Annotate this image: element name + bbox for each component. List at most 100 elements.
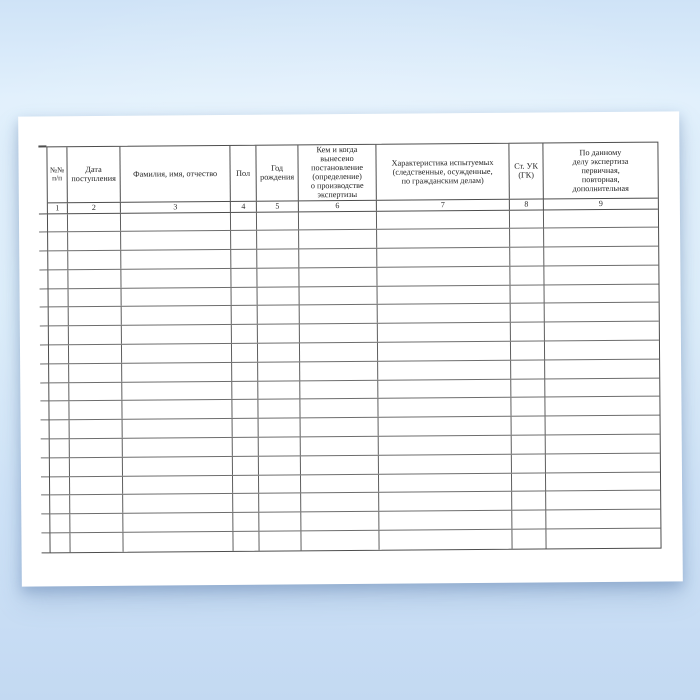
body-cell (546, 491, 660, 510)
body-cell (122, 437, 233, 457)
body-cell (379, 510, 513, 530)
body-cell (68, 250, 122, 270)
body-cell (232, 437, 259, 456)
body-cell (258, 399, 301, 418)
body-cell (67, 213, 122, 232)
body-cell (259, 512, 302, 531)
body-cell (545, 359, 659, 378)
body-cell (512, 510, 547, 529)
body-cell (232, 418, 259, 437)
body-cell (233, 531, 260, 551)
body-cell (231, 325, 258, 344)
column-number: 5 (256, 200, 299, 212)
body-cell (301, 512, 380, 531)
body-cell (256, 211, 300, 231)
body-cell (299, 248, 378, 268)
body-cell (257, 230, 300, 249)
body-cell (257, 249, 300, 268)
column-header-name: Фамилия, имя, отчество (120, 145, 231, 202)
body-cell (511, 379, 546, 398)
body-cell (511, 454, 546, 473)
body-cell (121, 306, 232, 326)
body-row (50, 529, 660, 553)
column-header-article: Ст. УК (ГК) (509, 143, 544, 199)
body-cell (377, 323, 511, 342)
body-cell (258, 362, 301, 381)
body-cell (231, 231, 258, 250)
column-number: 9 (598, 199, 603, 209)
body-cell (233, 494, 260, 513)
body-cell (48, 232, 69, 251)
body-cell (122, 362, 233, 382)
body-cell (511, 416, 546, 435)
body-cell (70, 495, 124, 514)
body-cell (300, 399, 379, 418)
column-number: 1 (47, 202, 68, 213)
body-cell (378, 417, 512, 436)
body-cell (49, 364, 70, 383)
column-number: 8 (509, 198, 544, 210)
body-cell (49, 439, 70, 458)
body-cell (378, 473, 513, 493)
body-cell (300, 455, 379, 475)
body-cell (377, 285, 511, 305)
body-cell (231, 268, 258, 287)
body-cell (545, 322, 659, 341)
body-cell (510, 303, 545, 323)
body-cell (69, 438, 123, 458)
body-cell (48, 288, 69, 307)
body-cell (257, 268, 300, 287)
body-cell (378, 360, 512, 380)
table-body (47, 209, 661, 553)
body-cell (68, 269, 122, 288)
body-cell (48, 307, 69, 326)
body-cell (50, 533, 71, 553)
table-header-row: №№ п/п Дата поступления Фамилия, имя, от… (47, 142, 658, 203)
body-cell (300, 436, 379, 456)
column-number: 3 (120, 201, 231, 213)
body-cell (233, 512, 260, 531)
body-cell (511, 435, 546, 454)
column-header-sex: Пол (230, 145, 257, 201)
body-cell (545, 303, 659, 322)
body-cell (257, 324, 300, 343)
body-cell (70, 514, 124, 533)
body-cell (300, 380, 379, 399)
body-cell (511, 397, 546, 417)
body-cell (70, 532, 124, 553)
body-cell (47, 213, 69, 232)
body-cell (258, 418, 301, 437)
body-cell (48, 270, 69, 289)
body-cell (49, 458, 70, 477)
body-cell (299, 230, 378, 249)
body-cell (377, 341, 512, 361)
body-cell (544, 209, 658, 228)
body-cell (509, 209, 545, 229)
body-cell (299, 267, 378, 287)
body-cell (544, 265, 658, 284)
body-cell (510, 228, 545, 247)
body-cell (49, 476, 71, 495)
column-header-decree: Кем и когда вынесено постановление (опре… (298, 144, 377, 200)
body-cell (510, 266, 545, 285)
column-number: 4 (230, 201, 257, 212)
body-cell (259, 531, 302, 551)
body-cell (378, 398, 512, 418)
body-cell (69, 457, 123, 476)
body-cell (122, 456, 233, 476)
body-cell (69, 382, 123, 401)
body-cell (121, 250, 232, 269)
body-cell (121, 287, 232, 307)
body-cell (68, 307, 122, 326)
column-number: 2 (67, 202, 121, 213)
body-cell (377, 304, 511, 324)
column-header-number: №№ п/п (47, 147, 68, 202)
body-cell (259, 493, 302, 512)
body-cell (122, 475, 234, 495)
body-cell (123, 494, 234, 514)
body-cell (49, 401, 70, 420)
body-cell (258, 381, 301, 400)
body-cell (232, 475, 260, 494)
body-cell (257, 287, 300, 306)
body-cell (299, 286, 378, 305)
